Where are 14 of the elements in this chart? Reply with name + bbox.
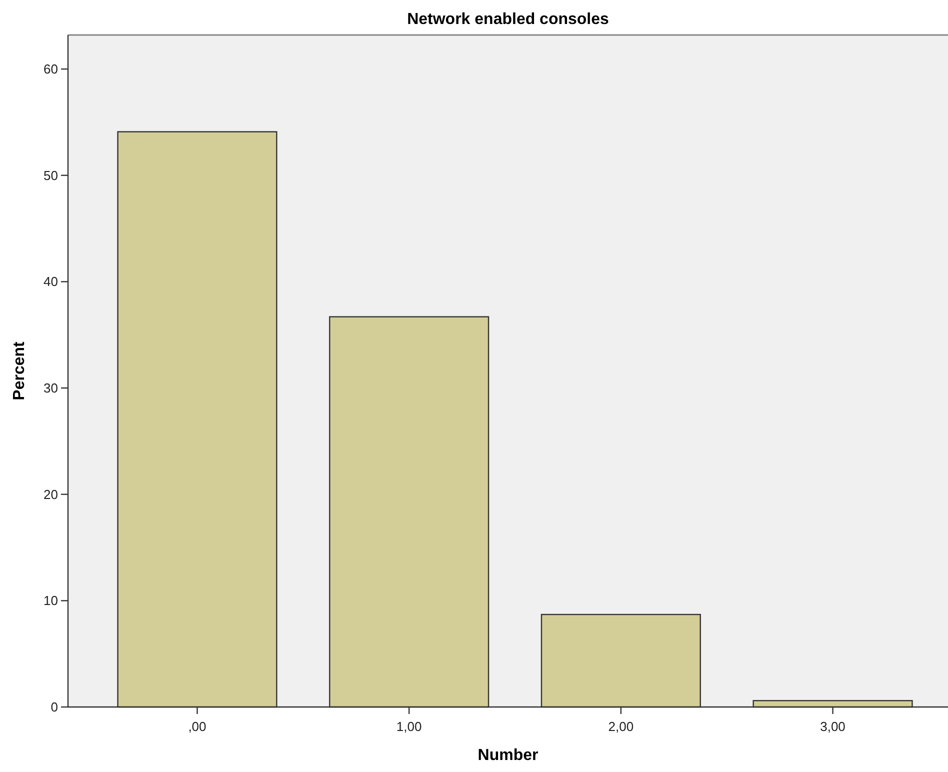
y-tick-label: 20 <box>44 486 58 502</box>
x-tick-label: 3,00 <box>820 719 846 734</box>
y-tick-label: 30 <box>44 380 58 396</box>
y-axis-title: Percent <box>11 340 28 400</box>
y-tick-label: 50 <box>44 168 58 183</box>
x-tick-label: ,00 <box>188 719 206 734</box>
y-tick-label: 40 <box>44 274 58 290</box>
x-tick-label: 1,00 <box>396 719 422 734</box>
y-tick-label: 60 <box>44 62 58 77</box>
x-tick-label: 2,00 <box>608 719 634 734</box>
chart-title: Network enabled consoles <box>407 11 610 28</box>
y-tick-label: 10 <box>44 593 58 608</box>
x-axis-title: Number <box>478 747 538 764</box>
y-tick-label: 0 <box>50 700 58 715</box>
